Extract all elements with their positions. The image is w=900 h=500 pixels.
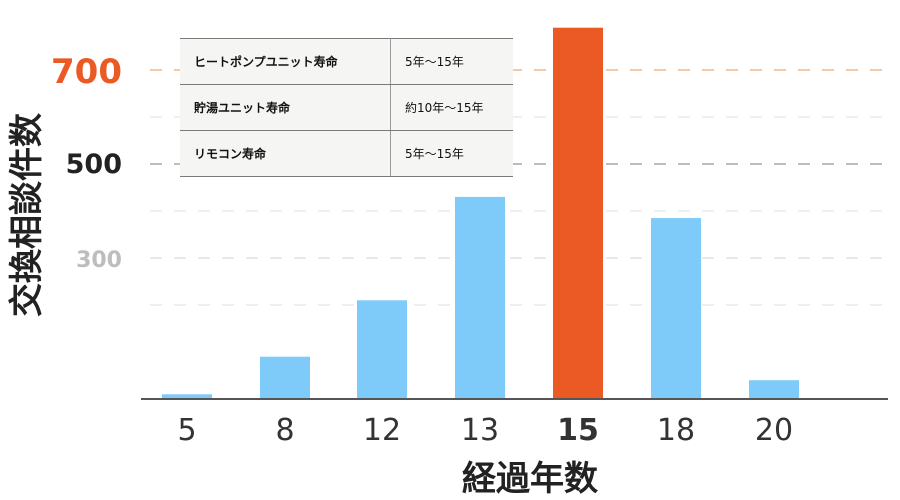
lifetime-item: 貯湯ユニット寿命 [180, 84, 391, 131]
lifetime-item: ヒートポンプユニット寿命 [180, 38, 391, 85]
bar [749, 380, 799, 399]
lifetime-table: ヒートポンプユニット寿命 5年～15年 貯湯ユニット寿命 約10年～15年 リモ… [180, 38, 513, 177]
lifetime-item: リモコン寿命 [180, 130, 391, 177]
bar-highlight [553, 27, 603, 399]
lifetime-value: 約10年～15年 [390, 84, 513, 131]
x-tick-labels: 5 8 12 13 15 18 20 [177, 413, 793, 448]
lifetime-value: 5年～15年 [390, 38, 513, 85]
y-axis-title: 交換相談件数 [7, 113, 47, 317]
lifetime-value: 5年～15年 [390, 130, 513, 177]
bars [162, 27, 799, 399]
y-tick-label: 500 [66, 149, 122, 180]
table-row: リモコン寿命 5年～15年 [180, 130, 513, 177]
bar [162, 394, 212, 399]
x-tick-label: 20 [755, 413, 793, 448]
x-tick-label: 12 [363, 413, 401, 448]
bar [357, 300, 407, 399]
table-row: 貯湯ユニット寿命 約10年～15年 [180, 84, 513, 131]
y-tick-labels: 300 500 700 [51, 52, 122, 273]
y-tick-label: 300 [76, 248, 122, 273]
bar [455, 196, 505, 399]
x-axis-title: 経過年数 [462, 459, 598, 499]
x-tick-label-highlight: 15 [557, 413, 599, 448]
bar [651, 218, 701, 399]
x-tick-label: 8 [275, 413, 294, 448]
y-tick-label: 700 [51, 52, 122, 92]
x-tick-label: 18 [657, 413, 695, 448]
x-tick-label: 5 [177, 413, 196, 448]
bar [260, 356, 310, 399]
table-row: ヒートポンプユニット寿命 5年～15年 [180, 38, 513, 85]
x-tick-label: 13 [461, 413, 499, 448]
